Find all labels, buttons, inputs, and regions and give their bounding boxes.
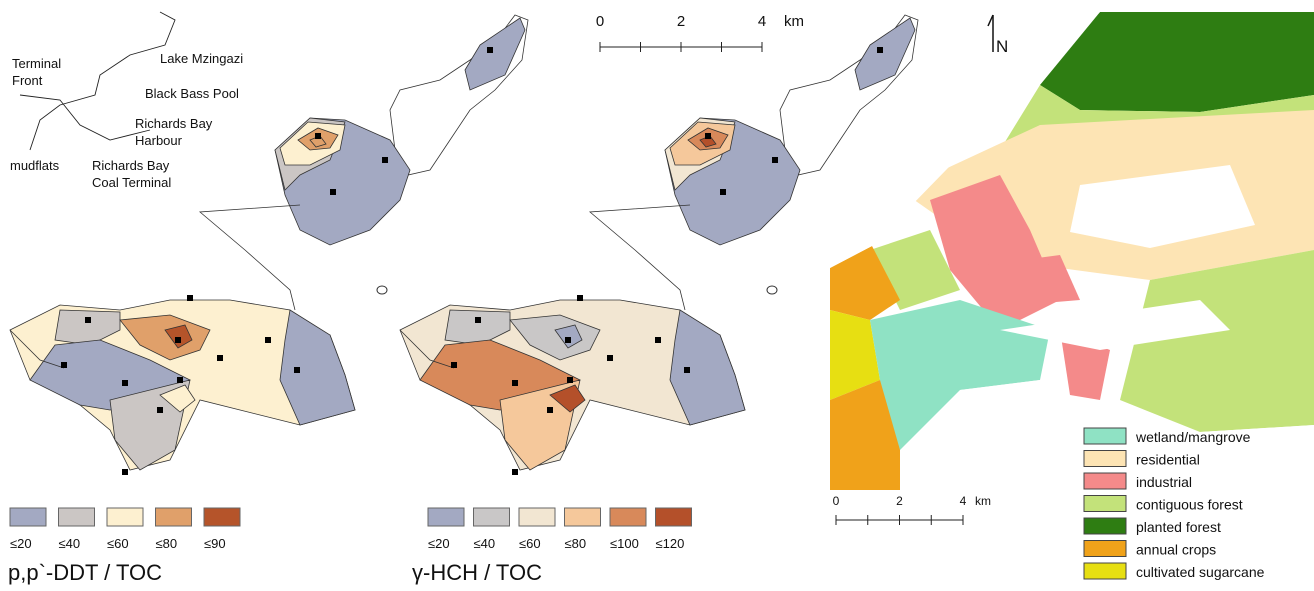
- legend-swatch: [10, 508, 46, 526]
- sample-point: [705, 133, 711, 139]
- islet: [767, 286, 777, 294]
- site-label: Harbour: [135, 133, 183, 148]
- legend-swatch: [428, 508, 464, 526]
- legend-swatch: [1084, 451, 1126, 467]
- sample-point: [577, 295, 583, 301]
- legend-swatch: [1084, 428, 1126, 444]
- panel-title: p,p`-DDT / TOC: [8, 560, 162, 585]
- legend-label: ≤90: [204, 536, 226, 551]
- legend-label: ≤80: [565, 536, 587, 551]
- legend-label: wetland/mangrove: [1135, 429, 1251, 445]
- sample-point: [157, 407, 163, 413]
- site-label: Front: [12, 73, 43, 88]
- sample-point: [330, 189, 336, 195]
- sample-point: [217, 355, 223, 361]
- sample-point: [187, 295, 193, 301]
- legend-swatch: [1084, 541, 1126, 557]
- legend-swatch: [610, 508, 646, 526]
- sample-point: [122, 380, 128, 386]
- sample-point: [567, 377, 573, 383]
- sample-point: [565, 337, 571, 343]
- site-label: Richards Bay: [92, 158, 170, 173]
- legend-swatch: [107, 508, 143, 526]
- legend-swatch: [59, 508, 95, 526]
- legend-label: cultivated sugarcane: [1136, 564, 1265, 580]
- sample-point: [451, 362, 457, 368]
- legend-label: industrial: [1136, 474, 1192, 490]
- sample-point: [720, 189, 726, 195]
- north-label: N: [996, 37, 1008, 56]
- sample-point: [487, 47, 493, 53]
- sample-point: [315, 133, 321, 139]
- legend-swatch: [1084, 496, 1126, 512]
- scale-label: 4: [758, 13, 766, 30]
- legend-swatch: [474, 508, 510, 526]
- scale-label: 2: [677, 13, 685, 30]
- channel: [200, 205, 300, 310]
- sample-point: [61, 362, 67, 368]
- legend-swatch: [565, 508, 601, 526]
- contour-maps: [10, 15, 918, 475]
- legend-label: ≤100: [610, 536, 639, 551]
- legend-swatch: [656, 508, 692, 526]
- legend-label: ≤80: [156, 536, 178, 551]
- legend-swatch: [1084, 473, 1126, 489]
- figure: ≤20 ≤40 ≤60 ≤80 ≤90 p,p`-DDT / TOC ≤20 ≤40 ≤60 ≤8…: [0, 0, 1314, 586]
- scale-unit: km: [784, 13, 804, 30]
- legend-label: ≤40: [474, 536, 496, 551]
- site-label: Richards Bay: [135, 116, 213, 131]
- site-label: Coal Terminal: [92, 175, 171, 190]
- sample-point: [177, 377, 183, 383]
- sample-point: [512, 380, 518, 386]
- site-label: Black Bass Pool: [145, 86, 239, 101]
- legend-label: ≤20: [428, 536, 450, 551]
- sample-point: [85, 317, 91, 323]
- contour-panel: [10, 15, 528, 475]
- sample-point: [547, 407, 553, 413]
- scale-label: 0: [596, 13, 604, 30]
- sample-point: [684, 367, 690, 373]
- sample-point: [382, 157, 388, 163]
- sample-point: [607, 355, 613, 361]
- legend-label: ≤40: [59, 536, 81, 551]
- legend-swatch: [1084, 518, 1126, 534]
- legend-label: planted forest: [1136, 519, 1221, 535]
- legend-label: ≤60: [519, 536, 541, 551]
- sample-point: [294, 367, 300, 373]
- legend-label: residential: [1136, 452, 1200, 468]
- scale-label: 4: [960, 494, 967, 508]
- legend-label: annual crops: [1136, 542, 1216, 558]
- sample-point: [772, 157, 778, 163]
- legend-swatch: [519, 508, 555, 526]
- sample-point: [122, 469, 128, 475]
- scale-label: 0: [833, 494, 840, 508]
- panel-title: γ-HCH / TOC: [412, 560, 542, 585]
- site-label: Terminal: [12, 56, 61, 71]
- legend-swatch: [1084, 563, 1126, 579]
- sample-point: [175, 337, 181, 343]
- site-label: mudflats: [10, 158, 60, 173]
- legend-swatch: [204, 508, 240, 526]
- legend-label: ≤60: [107, 536, 129, 551]
- scale-unit: km: [975, 494, 991, 508]
- channel: [590, 205, 690, 310]
- sample-point: [655, 337, 661, 343]
- legend-label: ≤20: [10, 536, 32, 551]
- islet: [377, 286, 387, 294]
- site-label: Lake Mzingazi: [160, 51, 243, 66]
- sample-point: [512, 469, 518, 475]
- sample-point: [877, 47, 883, 53]
- sample-point: [265, 337, 271, 343]
- sample-point: [475, 317, 481, 323]
- scale-label: 2: [896, 494, 903, 508]
- legend-swatch: [156, 508, 192, 526]
- legend-label: contiguous forest: [1136, 497, 1243, 513]
- legend-label: ≤120: [656, 536, 685, 551]
